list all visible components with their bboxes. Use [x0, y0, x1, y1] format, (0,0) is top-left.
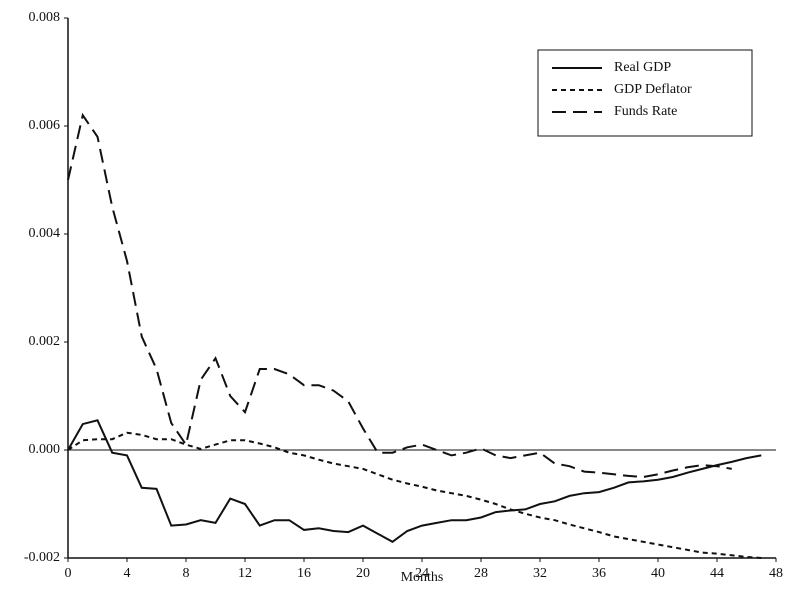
x-tick-label: 28 [474, 566, 488, 581]
x-tick-label: 40 [651, 566, 665, 581]
series-line [67, 431, 762, 559]
x-tick-label: 16 [297, 566, 311, 581]
x-tick-label: 48 [769, 566, 783, 581]
x-tick-label: 12 [238, 566, 252, 581]
y-tick-label: 0.006 [29, 118, 61, 133]
series-line [67, 112, 732, 479]
legend-label: Real GDP [614, 60, 671, 75]
x-tick-label: 32 [533, 566, 547, 581]
legend-box [537, 49, 753, 137]
x-tick-label: 44 [710, 566, 724, 581]
y-tick-label: 0.002 [29, 334, 61, 349]
x-tick-label: 4 [124, 566, 131, 581]
x-tick-label: 0 [65, 566, 72, 581]
y-tick-label: 0.000 [29, 442, 61, 457]
x-axis-label: Months [401, 570, 444, 585]
series-line [67, 419, 762, 543]
y-tick-label: -0.002 [24, 550, 60, 565]
x-tick-label: 24 [415, 566, 429, 581]
y-tick-label: 0.008 [29, 10, 61, 25]
x-tick-label: 20 [356, 566, 370, 581]
x-tick-label: 8 [183, 566, 190, 581]
legend-label: Funds Rate [614, 104, 677, 119]
y-tick-label: 0.004 [29, 226, 61, 241]
x-tick-label: 36 [592, 566, 606, 581]
legend-label: GDP Deflator [614, 82, 692, 97]
